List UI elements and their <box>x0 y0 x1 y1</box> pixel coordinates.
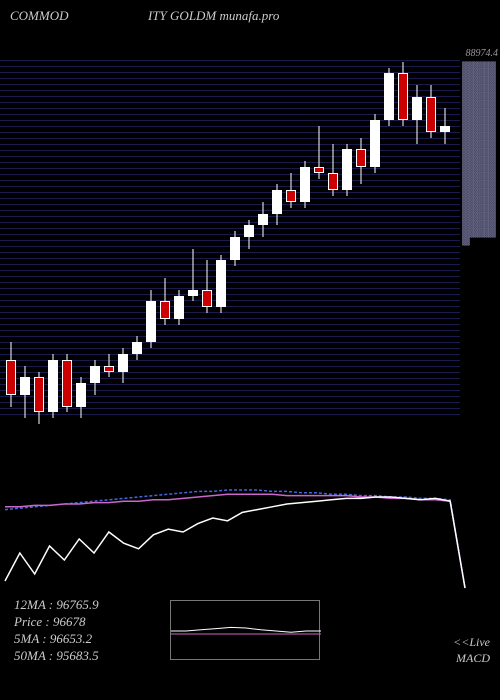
ma-info-line: 12MA : 96765.9 <box>14 596 99 613</box>
candle <box>160 50 170 430</box>
candle <box>48 50 58 430</box>
candle <box>216 50 226 430</box>
candle <box>76 50 86 430</box>
candle <box>132 50 142 430</box>
macd-label: MACD <box>456 651 490 666</box>
candle <box>356 50 366 430</box>
candle <box>62 50 72 430</box>
ma-info-line: Price : 96678 <box>14 613 99 630</box>
candle <box>342 50 352 430</box>
header-symbol: ITY GOLDM munafa.pro <box>148 8 279 24</box>
candle <box>370 50 380 430</box>
candle <box>412 50 422 430</box>
live-label: <<Live <box>453 635 490 650</box>
candle <box>258 50 268 430</box>
candle <box>314 50 324 430</box>
candle <box>90 50 100 430</box>
candle <box>272 50 282 430</box>
candle <box>398 50 408 430</box>
candle <box>230 50 240 430</box>
candle <box>118 50 128 430</box>
candlestick-chart <box>0 50 460 430</box>
candle <box>244 50 254 430</box>
macd-inset-lines <box>171 601 321 661</box>
ma-info-block: 12MA : 96765.9Price : 966785MA : 96653.2… <box>14 596 99 664</box>
candle <box>6 50 16 430</box>
candle <box>146 50 156 430</box>
chart-header: COMMOD ITY GOLDM munafa.pro <box>0 8 500 28</box>
candle <box>300 50 310 430</box>
header-exchange: COMMOD <box>10 8 69 24</box>
candle <box>286 50 296 430</box>
price-axis-label: 88974.4 <box>466 48 499 59</box>
side-scale-glyphs: ▓▓▓▓▓▓▓▓▓▓▓▓▓▓▓▓▓▓▓▓▓▓▓▓▓▓▓▓▓▓▓▓▓▓▓▓▓▓▓▓… <box>462 62 496 246</box>
candle <box>188 50 198 430</box>
ma-info-line: 50MA : 95683.5 <box>14 647 99 664</box>
candle <box>202 50 212 430</box>
candle <box>440 50 450 430</box>
candle <box>104 50 114 430</box>
candle <box>384 50 394 430</box>
candle <box>426 50 436 430</box>
candle <box>34 50 44 430</box>
candle <box>174 50 184 430</box>
macd-panel: 12MA : 96765.9Price : 966785MA : 96653.2… <box>0 480 500 690</box>
candle <box>328 50 338 430</box>
candle <box>20 50 30 430</box>
ma-info-line: 5MA : 96653.2 <box>14 630 99 647</box>
macd-inset <box>170 600 320 660</box>
